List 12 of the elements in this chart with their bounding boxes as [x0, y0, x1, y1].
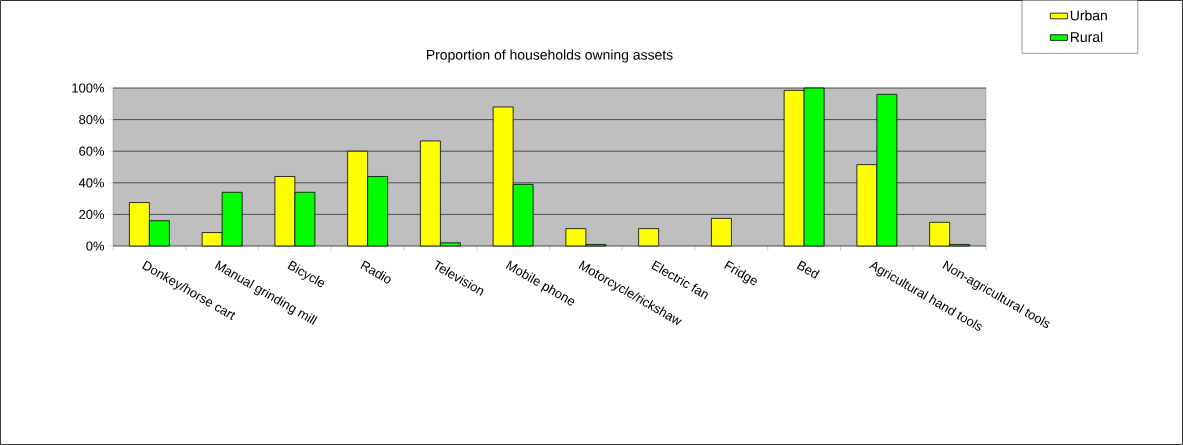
legend-label: Rural	[1070, 31, 1103, 43]
bar	[638, 228, 660, 247]
chart-title: Proportion of households owning assets	[426, 49, 673, 63]
y-tick-label: 80%	[79, 115, 105, 125]
y-tick-label: 20%	[79, 209, 105, 219]
bar	[710, 217, 732, 247]
y-tick-label: 40%	[78, 178, 105, 188]
x-tick-label: Bed	[796, 260, 820, 279]
y-tick-label: 0%	[86, 241, 105, 251]
y-tick-label: 60%	[79, 146, 105, 156]
y-tick-label: 100%	[72, 83, 105, 93]
legend-label: Urban	[1070, 10, 1107, 21]
